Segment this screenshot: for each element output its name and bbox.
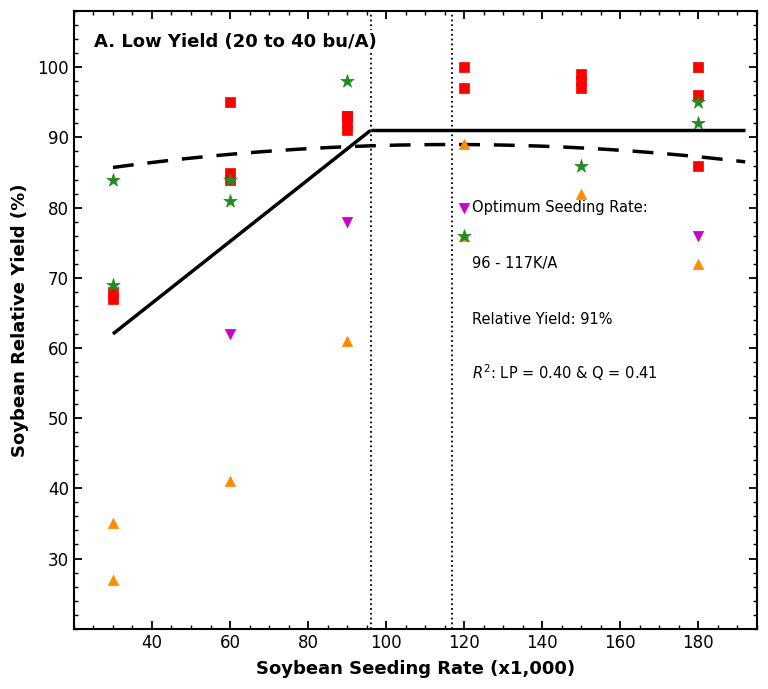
Point	[458, 230, 470, 241]
Point	[224, 174, 237, 185]
Point	[692, 62, 704, 73]
Point	[692, 118, 704, 129]
Text: Relative Yield: 91%: Relative Yield: 91%	[472, 312, 613, 327]
Point	[458, 139, 470, 150]
Point	[341, 111, 353, 122]
Point	[692, 160, 704, 171]
Point	[692, 90, 704, 101]
Point	[341, 111, 353, 122]
Point	[107, 518, 119, 529]
Point	[575, 76, 588, 87]
Point	[692, 97, 704, 108]
Point	[107, 574, 119, 585]
Point	[692, 230, 704, 241]
Y-axis label: Soybean Relative Yield (%): Soybean Relative Yield (%)	[11, 183, 29, 457]
Point	[224, 329, 237, 340]
Point	[575, 69, 588, 80]
Point	[575, 188, 588, 199]
Text: $R^2$: LP = 0.40 & Q = 0.41: $R^2$: LP = 0.40 & Q = 0.41	[472, 362, 658, 383]
Point	[107, 294, 119, 305]
Point	[458, 62, 470, 73]
Point	[341, 118, 353, 129]
Point	[692, 62, 704, 73]
Point	[341, 216, 353, 227]
Point	[458, 83, 470, 94]
Point	[224, 476, 237, 487]
Point	[224, 195, 237, 206]
Point	[341, 336, 353, 347]
Point	[341, 125, 353, 136]
Point	[692, 258, 704, 269]
Point	[575, 160, 588, 171]
Point	[224, 97, 237, 108]
Point	[107, 287, 119, 298]
Point	[107, 174, 119, 185]
X-axis label: Soybean Seeding Rate (x1,000): Soybean Seeding Rate (x1,000)	[256, 660, 575, 678]
Point	[458, 230, 470, 241]
Point	[107, 279, 119, 290]
Text: 96 - 117K/A: 96 - 117K/A	[472, 256, 558, 271]
Text: A. Low Yield (20 to 40 bu/A): A. Low Yield (20 to 40 bu/A)	[94, 32, 377, 51]
Point	[458, 202, 470, 213]
Point	[341, 76, 353, 87]
Point	[575, 83, 588, 94]
Point	[224, 167, 237, 178]
Point	[224, 174, 237, 185]
Text: Optimum Seeding Rate:: Optimum Seeding Rate:	[472, 200, 647, 215]
